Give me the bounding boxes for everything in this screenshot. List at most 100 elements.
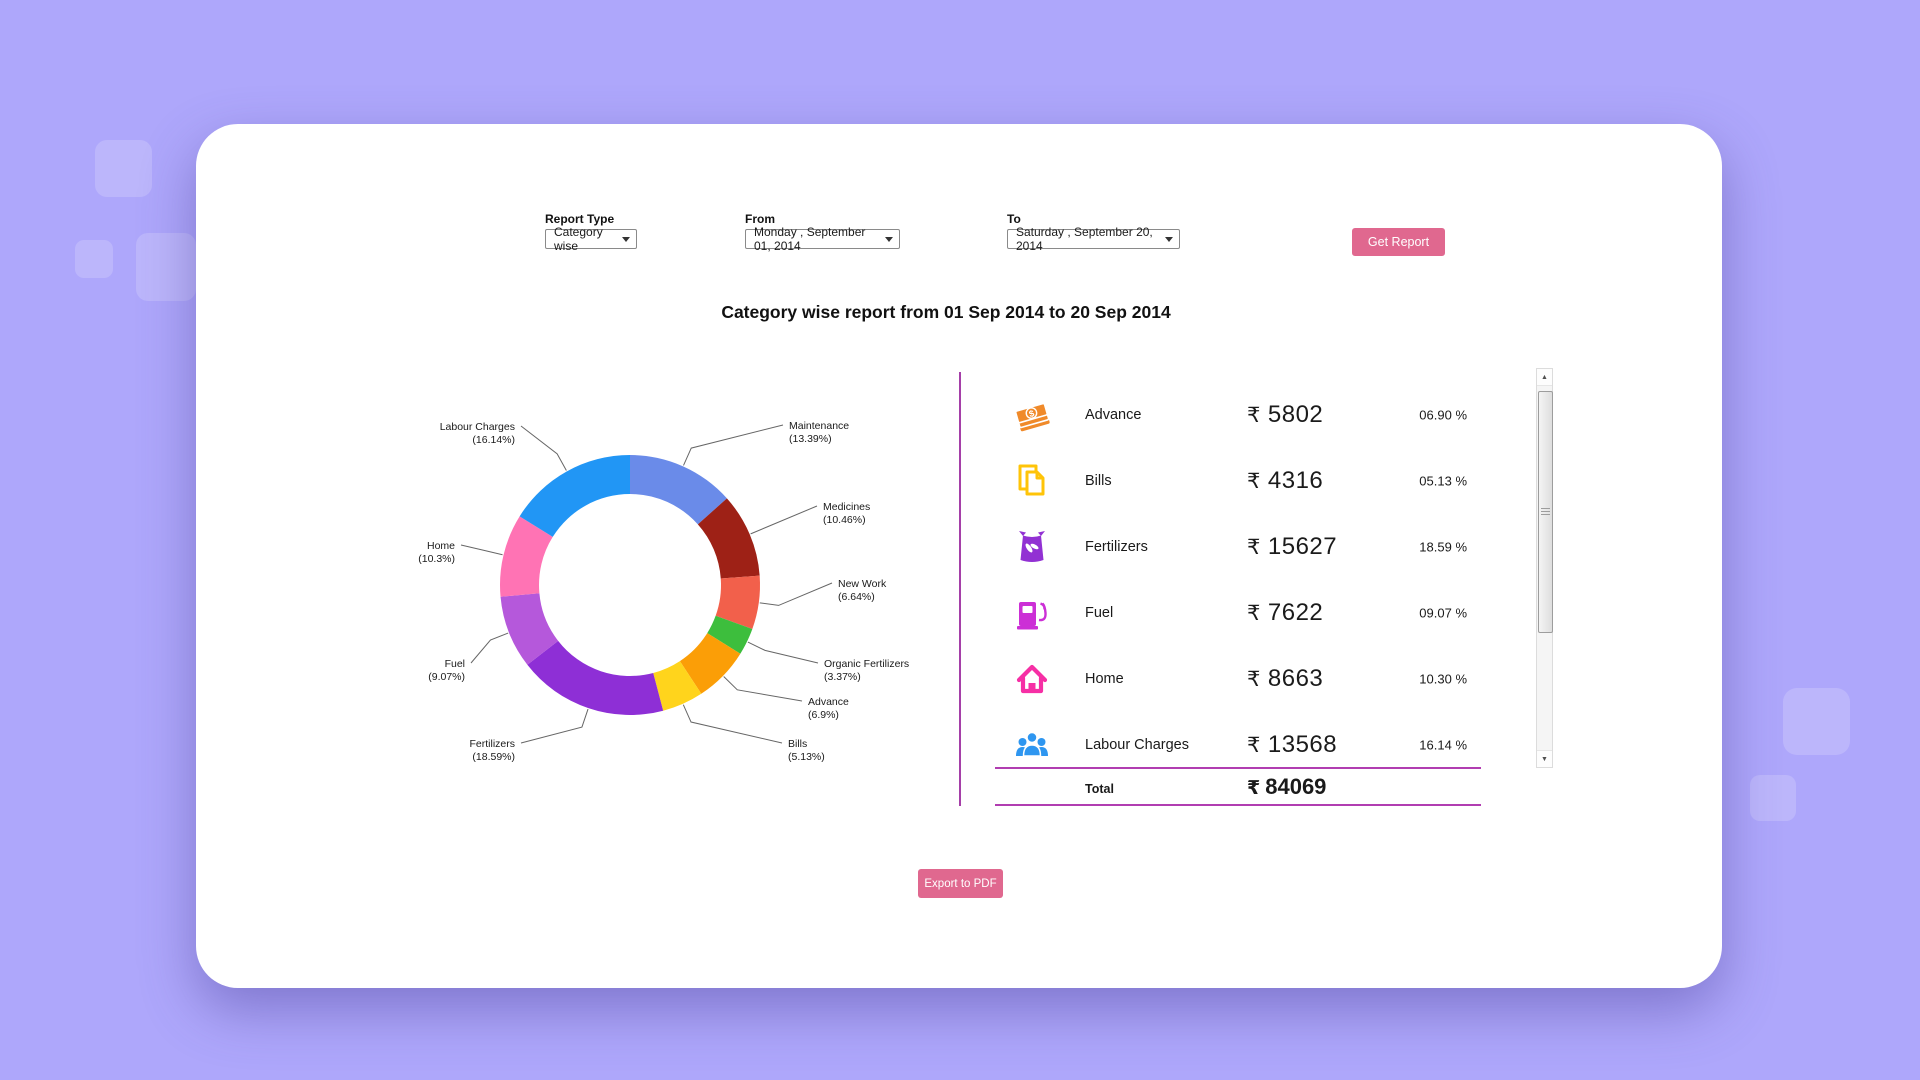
category-amount: ₹4316 [1247,467,1324,494]
summary-row: Home ₹8663 10.30 % [995,646,1540,712]
label-leader-line [723,676,803,702]
donut-slice-medicines[interactable] [697,498,760,579]
summary-row: Labour Charges ₹13568 16.14 % [995,712,1540,778]
slice-label: Bills (5.13%) [788,738,825,763]
home-icon [1012,659,1052,699]
slice-label: Home (10.3%) [418,540,455,565]
summary-row: Bills ₹4316 05.13 % [995,448,1540,514]
list-scrollbar[interactable]: ▲ ▼ [1536,368,1553,768]
label-leader-line [759,582,833,606]
svg-text:$: $ [1028,408,1036,419]
decor-square [95,140,152,197]
decor-square [75,240,113,278]
category-percent: 16.14 % [1419,737,1467,753]
from-label: From [745,212,775,226]
category-amount: ₹7622 [1247,599,1324,626]
get-report-button[interactable]: Get Report [1352,228,1445,256]
slice-label: Medicines (10.46%) [823,501,870,526]
slice-label: Advance (6.9%) [808,696,849,721]
chevron-down-icon [885,236,893,242]
report-type-select[interactable]: Category wise [545,225,637,253]
rupee-icon: ₹ [1247,536,1261,559]
category-name: Bills [1085,473,1112,489]
donut-slice-new-work[interactable] [715,575,760,629]
donut-slice-maintenance[interactable] [630,455,727,525]
category-name: Home [1085,671,1124,687]
rupee-icon: ₹ [1247,470,1261,493]
slice-label: Labour Charges (16.14%) [440,421,515,446]
rupee-icon: ₹ [1247,778,1261,799]
from-date-value: Monday , September 01, 2014 [754,225,866,253]
category-name: Advance [1085,407,1142,423]
summary-row: Fertilizers ₹15627 18.59 % [995,514,1540,580]
money-icon: $ [1012,395,1052,435]
total-label: Total [1085,782,1114,796]
slice-label: Fertilizers (18.59%) [469,738,515,763]
category-percent: 05.13 % [1419,473,1467,489]
donut-slice-advance[interactable] [679,633,741,694]
rupee-icon: ₹ [1247,404,1261,427]
chevron-down-icon [1165,236,1173,242]
category-name: Fuel [1085,605,1114,621]
category-amount: ₹5802 [1247,401,1324,428]
people-icon [1012,725,1052,765]
category-percent: 09.07 % [1419,605,1467,621]
category-amount: ₹8663 [1247,665,1324,692]
category-percent: 18.59 % [1419,539,1467,555]
donut-slice-fuel[interactable] [500,593,559,665]
donut-slice-labour-charges[interactable] [519,455,630,537]
chevron-down-icon [622,236,630,242]
decor-square [1750,775,1796,821]
decor-square [1783,688,1850,755]
bills-icon [1012,461,1052,501]
summary-row: $ Advance ₹5802 06.90 % [995,382,1540,448]
from-date-select[interactable]: Monday , September 01, 2014 [745,225,900,253]
scroll-up-icon[interactable]: ▲ [1537,369,1552,386]
donut-chart: Maintenance (13.39%) Medicines (10.46%) New … [400,392,940,842]
export-pdf-button[interactable]: Export to PDF [918,869,1003,898]
report-title: Category wise report from 01 Sep 2014 to… [721,302,1171,322]
report-type-value: Category wise [554,225,603,253]
list-divider [959,372,961,806]
slice-label: Fuel (9.07%) [428,658,465,683]
category-name: Labour Charges [1085,737,1189,753]
label-leader-line [520,425,567,471]
rupee-icon: ₹ [1247,602,1261,625]
scrollbar-thumb[interactable] [1538,391,1553,633]
label-leader-line [520,708,589,744]
category-percent: 10.30 % [1419,671,1467,687]
label-leader-line [470,632,509,664]
category-amount: ₹15627 [1247,533,1338,560]
category-amount: ₹13568 [1247,731,1338,758]
donut-slice-organic-fertilizers[interactable] [707,615,753,654]
donut-slice-bills[interactable] [653,661,702,711]
report-type-label: Report Type [545,212,615,226]
slice-label: Organic Fertilizers (3.37%) [824,658,909,683]
thumb-grip [1541,508,1550,516]
donut-slice-fertilizers[interactable] [527,640,664,715]
to-date-select[interactable]: Saturday , September 20, 2014 [1007,225,1180,253]
label-leader-line [683,424,784,466]
total-separator-top [995,767,1481,769]
slice-label: New Work (6.64%) [838,578,887,603]
summary-list: $ Advance ₹5802 06.90 % Bills ₹4316 05.13 % F… [995,382,1540,778]
category-name: Fertilizers [1085,539,1148,555]
to-date-value: Saturday , September 20, 2014 [1016,225,1153,253]
category-percent: 06.90 % [1419,407,1467,423]
label-leader-line [747,641,819,664]
fuel-pump-icon [1012,593,1052,633]
summary-row: Fuel ₹7622 09.07 % [995,580,1540,646]
rupee-icon: ₹ [1247,668,1261,691]
to-label: To [1007,212,1021,226]
rupee-icon: ₹ [1247,734,1261,757]
label-leader-line [682,704,783,744]
fertilizer-sack-icon [1012,527,1052,567]
total-amount: ₹84069 [1247,774,1327,799]
total-separator-bottom [995,804,1481,806]
decor-square [136,233,196,301]
scroll-down-icon[interactable]: ▼ [1537,750,1552,767]
donut-slice-home[interactable] [500,516,553,597]
slice-label: Maintenance (13.39%) [789,420,849,445]
label-leader-line [460,544,503,556]
